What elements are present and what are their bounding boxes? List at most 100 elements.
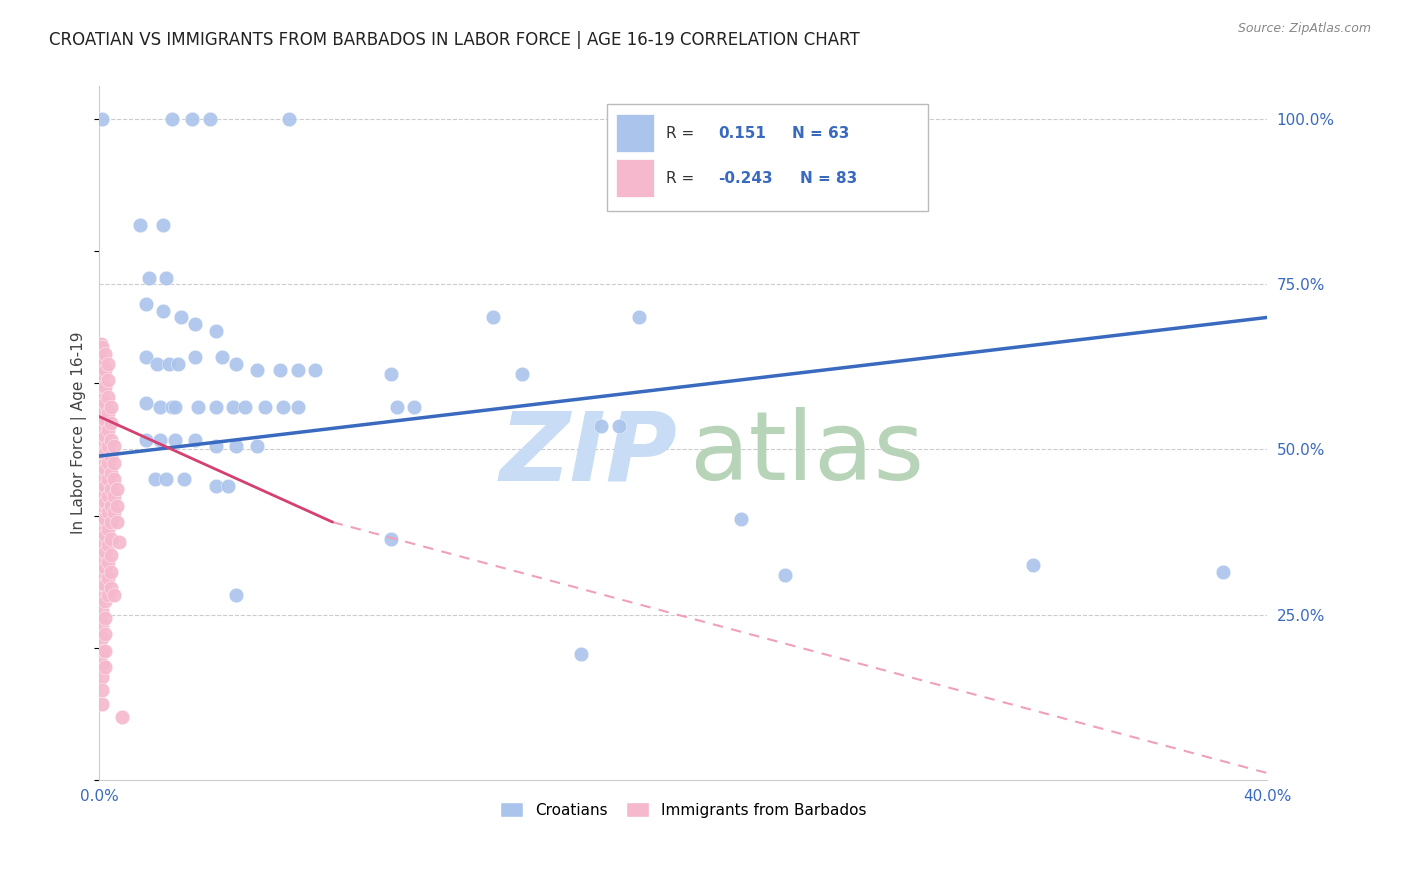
Point xyxy=(94,429,117,443)
Point xyxy=(91,458,114,473)
Point xyxy=(100,565,122,579)
Point xyxy=(97,456,120,470)
Point xyxy=(135,396,157,410)
Point xyxy=(94,611,117,625)
Point xyxy=(205,479,228,493)
Point xyxy=(94,660,117,674)
Point xyxy=(91,670,114,684)
Point xyxy=(380,367,402,381)
Point xyxy=(89,336,111,351)
Text: -0.243: -0.243 xyxy=(718,171,773,186)
Point xyxy=(146,357,169,371)
Point xyxy=(94,561,117,575)
Point xyxy=(91,617,114,632)
Point xyxy=(103,456,125,470)
Y-axis label: In Labor Force | Age 16-19: In Labor Force | Age 16-19 xyxy=(72,332,87,534)
Point xyxy=(94,396,117,410)
Point xyxy=(91,551,114,566)
Point xyxy=(205,324,228,338)
Point xyxy=(94,380,117,394)
Point xyxy=(628,310,651,325)
Point xyxy=(246,363,269,377)
Point xyxy=(91,524,114,539)
Point xyxy=(222,400,245,414)
Point xyxy=(211,350,233,364)
Text: atlas: atlas xyxy=(689,408,924,500)
Point xyxy=(94,495,117,509)
Point xyxy=(91,340,114,354)
Point xyxy=(91,380,114,394)
Text: N = 63: N = 63 xyxy=(792,126,849,141)
Point xyxy=(1022,558,1045,572)
Point xyxy=(157,357,180,371)
Point xyxy=(287,400,309,414)
Point xyxy=(198,112,221,127)
Point xyxy=(97,406,120,420)
Point xyxy=(97,588,120,602)
Point xyxy=(100,416,122,430)
Point xyxy=(91,112,114,127)
Point xyxy=(91,578,114,592)
Point xyxy=(94,594,117,608)
Point xyxy=(138,270,160,285)
Point xyxy=(103,472,125,486)
Point xyxy=(100,449,122,463)
Legend: Croatians, Immigrants from Barbados: Croatians, Immigrants from Barbados xyxy=(494,797,873,824)
Point xyxy=(100,499,122,513)
Point xyxy=(205,400,228,414)
Point xyxy=(94,462,117,476)
Point xyxy=(103,489,125,503)
Point xyxy=(404,400,426,414)
Point xyxy=(89,357,111,371)
Point xyxy=(385,400,408,414)
Point xyxy=(91,499,114,513)
Point xyxy=(271,400,294,414)
FancyBboxPatch shape xyxy=(616,159,654,197)
Point xyxy=(91,538,114,552)
Point xyxy=(607,419,630,434)
Point xyxy=(94,512,117,526)
Point xyxy=(225,439,247,453)
Point xyxy=(254,400,277,414)
Point xyxy=(225,357,247,371)
Point xyxy=(91,697,114,711)
Point xyxy=(304,363,326,377)
FancyBboxPatch shape xyxy=(607,103,928,211)
Point xyxy=(94,578,117,592)
Point xyxy=(160,112,183,127)
Point xyxy=(97,472,120,486)
Point xyxy=(1212,565,1234,579)
Point xyxy=(100,482,122,496)
Point xyxy=(91,406,114,420)
Point xyxy=(94,627,117,641)
Point xyxy=(111,710,134,724)
Point xyxy=(135,433,157,447)
Point xyxy=(97,522,120,536)
Point xyxy=(91,644,114,658)
Point xyxy=(91,446,114,460)
Point xyxy=(100,548,122,562)
Point xyxy=(149,400,172,414)
Point xyxy=(103,439,125,453)
Point xyxy=(105,499,128,513)
Text: N = 83: N = 83 xyxy=(800,171,858,186)
Point xyxy=(94,413,117,427)
Point xyxy=(91,485,114,500)
Point xyxy=(163,400,186,414)
Point xyxy=(170,310,193,325)
Point xyxy=(91,353,114,368)
Point xyxy=(184,433,207,447)
Point xyxy=(100,466,122,480)
Point xyxy=(217,479,239,493)
Point xyxy=(105,482,128,496)
Point xyxy=(143,472,166,486)
Point xyxy=(149,433,172,447)
Point xyxy=(277,112,299,127)
Point xyxy=(91,683,114,698)
Point xyxy=(94,363,117,377)
Point xyxy=(152,303,174,318)
Point xyxy=(97,505,120,519)
Text: ZIP: ZIP xyxy=(499,408,678,500)
Point xyxy=(94,545,117,559)
Point xyxy=(91,433,114,447)
